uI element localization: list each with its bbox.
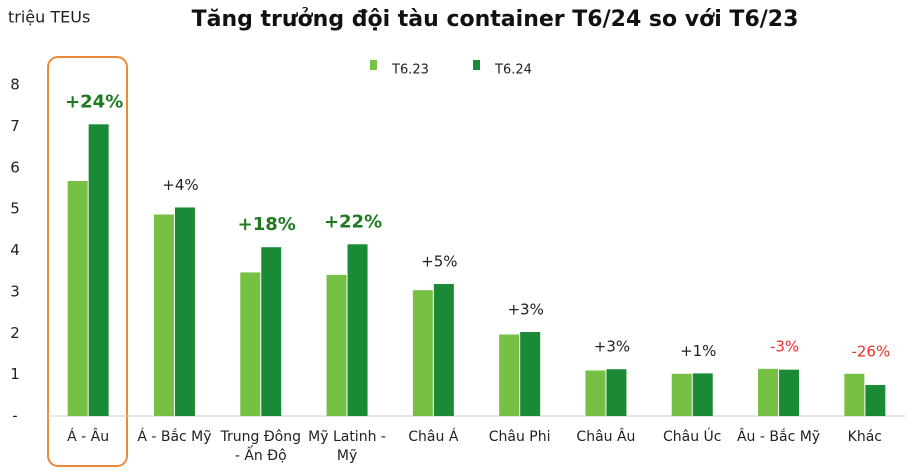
y-tick-label: 5 [10,200,20,218]
y-tick-label: - [12,407,17,425]
chart-title: Tăng trưởng đội tàu container T6/24 so v… [192,7,799,32]
bar [865,384,886,416]
x-tick-label: Châu Úc [663,429,722,445]
growth-label: +1% [680,342,716,360]
bar [671,373,692,416]
growth-label: +5% [421,253,457,271]
bar [347,244,368,416]
bar [326,274,347,416]
legend-label: T6.24 [494,63,532,78]
bar [261,247,282,416]
bar [412,290,433,416]
bar [153,214,174,416]
growth-label: +3% [594,338,630,356]
bar [606,369,627,416]
bar [67,180,88,416]
bar [758,368,779,416]
bar [88,124,109,417]
growth-label: +4% [162,176,198,194]
bar [520,332,541,416]
y-tick-label: 2 [10,324,20,342]
bar [844,373,865,416]
bar [779,369,800,416]
highlight-box [47,56,128,467]
y-tick-label: 6 [10,158,20,176]
growth-label: +3% [507,301,543,319]
bar [240,272,261,416]
x-tick-label: Châu Phi [488,429,551,445]
growth-label: +22% [324,211,382,232]
bar [499,334,520,416]
legend-swatch [473,60,480,70]
x-tick-label: Trung Đông - Ấn Độ [220,429,301,464]
x-tick-label: Châu Âu [576,429,636,445]
x-tick-label: Âu - Bắc Mỹ [736,429,821,445]
x-tick-label: Á - Âu [67,429,110,445]
x-tick-label: Mỹ Latinh - Mỹ [308,429,386,464]
bar [433,284,454,416]
y-tick-label: 7 [10,117,20,135]
growth-label: -26% [851,342,890,360]
bar [692,373,713,416]
growth-label: +24% [65,91,123,112]
growth-label: +18% [238,214,296,235]
bar [174,207,195,416]
growth-label: -3% [770,337,799,355]
x-tick-label: Châu Á [408,429,459,445]
y-tick-label: 1 [10,365,20,383]
bar [585,370,606,416]
legend-swatch [370,60,377,70]
y-axis-label: triệu TEUs [8,8,90,27]
x-tick-label: Á - Bắc Mỹ [137,429,212,445]
legend-label: T6.23 [391,63,429,78]
y-tick-label: 8 [10,76,20,94]
x-tick-label: Khác [847,429,883,445]
y-tick-label: 3 [10,282,20,300]
y-tick-label: 4 [10,241,20,259]
